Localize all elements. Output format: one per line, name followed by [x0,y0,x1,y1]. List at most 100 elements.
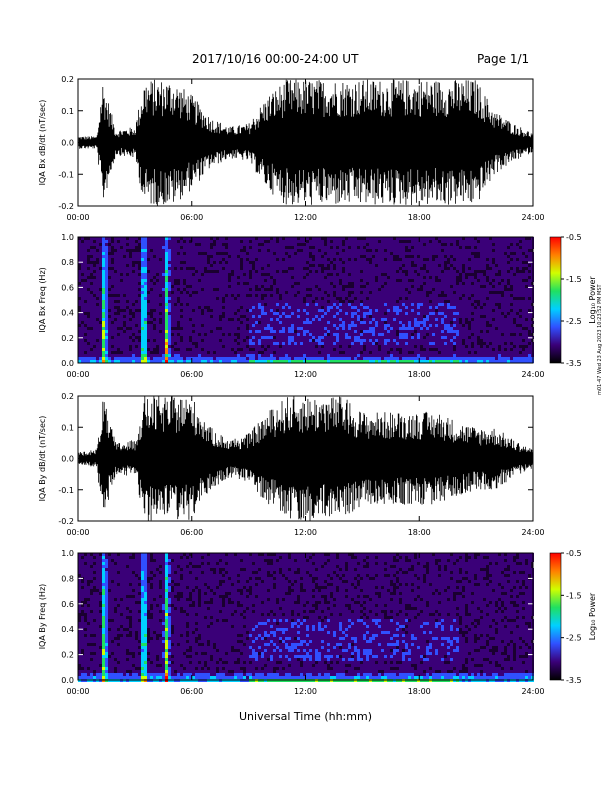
spectrogram-cell [378,333,381,336]
spectrogram-cell [111,342,114,345]
spectrogram-cell [231,249,234,252]
waveform-trace [78,79,533,206]
spectrogram-cell [465,294,468,297]
spectrogram-cell [291,312,294,315]
spectrogram-cell [348,333,351,336]
spectrogram-cell [309,306,312,309]
spectrogram-cell [84,297,87,300]
spectrogram-cell [438,339,441,342]
spectrogram-cell [372,327,375,330]
spectrogram-cell [291,315,294,318]
spectrogram-cell [114,243,117,246]
spectrogram-cell [378,309,381,312]
spectrogram-cell [99,330,102,333]
spectrogram-cell [123,288,126,291]
spectrogram-cell [90,312,93,315]
spectrogram-cell [279,312,282,315]
spectrogram-cell [489,339,492,342]
spectrogram-cell [480,327,483,330]
spectrogram-cell [141,285,144,288]
spectrogram-cell [168,342,171,345]
spectrogram-cell [375,297,378,300]
spectrogram-cell [84,342,87,345]
spectrogram-cell [360,288,363,291]
spectrogram-cell [462,246,465,249]
spectrogram-cell [195,333,198,336]
spectrogram-cell [189,282,192,285]
spectrogram-cell [447,252,450,255]
spectrogram-cell [339,240,342,243]
spectrogram-cell [177,342,180,345]
x-tick-label: 06:00 [180,213,203,222]
spectrogram-cell [90,357,93,360]
spectrogram-cell [378,315,381,318]
spectrogram-cell [300,309,303,312]
spectrogram-cell [336,267,339,270]
spectrogram-cell [105,321,108,324]
spectrogram-cell [339,354,342,357]
spectrogram-cell [408,285,411,288]
spectrogram-cell [87,330,90,333]
spectrogram-cell [294,288,297,291]
spectrogram-cell [486,315,489,318]
spectrogram-cell [489,285,492,288]
spectrogram-cell [471,258,474,261]
spectrogram-cell [294,285,297,288]
spectrogram-cell [228,252,231,255]
spectrogram-cell [261,309,264,312]
spectrogram-cell [387,318,390,321]
spectrogram-cell [309,342,312,345]
spectrogram-cell [459,264,462,267]
spectrogram-cell [99,282,102,285]
spectrogram-cell [234,327,237,330]
spectrogram-cell [234,240,237,243]
spectrogram-cell [384,336,387,339]
spectrogram-cell [357,243,360,246]
spectrogram-cell [111,357,114,360]
spectrogram-cell [357,300,360,303]
spectrogram-cell [120,318,123,321]
spectrogram-cell [276,339,279,342]
spectrogram-cell [165,276,168,279]
spectrogram-cell [249,336,252,339]
spectrogram-cell [420,360,423,363]
spectrogram-cell [420,318,423,321]
spectrogram-cell [468,276,471,279]
spectrogram-cell [447,339,450,342]
spectrogram-cell [327,285,330,288]
spectrogram-cell [408,315,411,318]
spectrogram-cell [273,315,276,318]
spectrogram-cell [441,246,444,249]
spectrogram-cell [216,342,219,345]
spectrogram-cell [222,240,225,243]
spectrogram-cell [147,309,150,312]
spectrogram-cell [465,333,468,336]
spectrogram-cell [105,351,108,354]
spectrogram-cell [348,267,351,270]
spectrogram-cell [477,246,480,249]
spectrogram-cell [126,348,129,351]
spectrogram-cell [156,270,159,273]
spectrogram-cell [468,294,471,297]
spectrogram-cell [261,240,264,243]
spectrogram-cell [438,261,441,264]
spectrogram-cell [486,291,489,294]
spectrogram-cell [471,243,474,246]
spectrogram-cell [417,276,420,279]
spectrogram-cell [105,243,108,246]
spectrogram-cell [135,252,138,255]
spectrogram-cell [294,360,297,363]
spectrogram-cell [105,276,108,279]
spectrogram-cell [408,357,411,360]
spectrogram-cell [432,282,435,285]
spectrogram-cell [192,354,195,357]
spectrogram-cell [303,345,306,348]
spectrogram-cell [429,318,432,321]
spectrogram-cell [279,306,282,309]
spectrogram-cell [240,339,243,342]
spectrogram-cell [396,342,399,345]
spectrogram-cell [333,300,336,303]
spectrogram-cell [258,264,261,267]
spectrogram-cell [237,306,240,309]
spectrogram-cell [282,306,285,309]
